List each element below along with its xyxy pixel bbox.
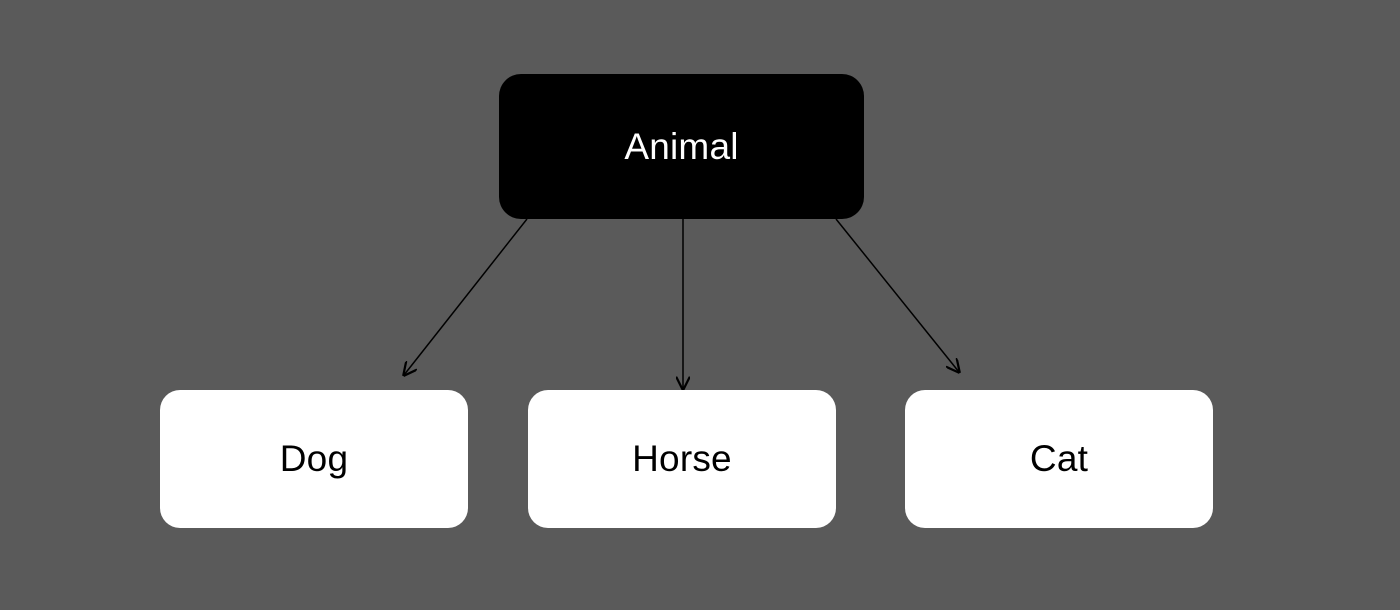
arrow-animal-to-dog xyxy=(404,218,528,375)
node-animal-label: Animal xyxy=(624,125,739,167)
node-animal: Animal xyxy=(499,74,864,219)
node-dog: Dog xyxy=(160,390,468,528)
node-cat-label: Cat xyxy=(1029,438,1089,479)
node-dog-label: Dog xyxy=(279,438,349,479)
node-horse-label: Horse xyxy=(632,438,732,479)
arrow-animal-to-cat xyxy=(835,218,959,372)
node-horse: Horse xyxy=(528,390,836,528)
node-cat: Cat xyxy=(905,390,1213,528)
